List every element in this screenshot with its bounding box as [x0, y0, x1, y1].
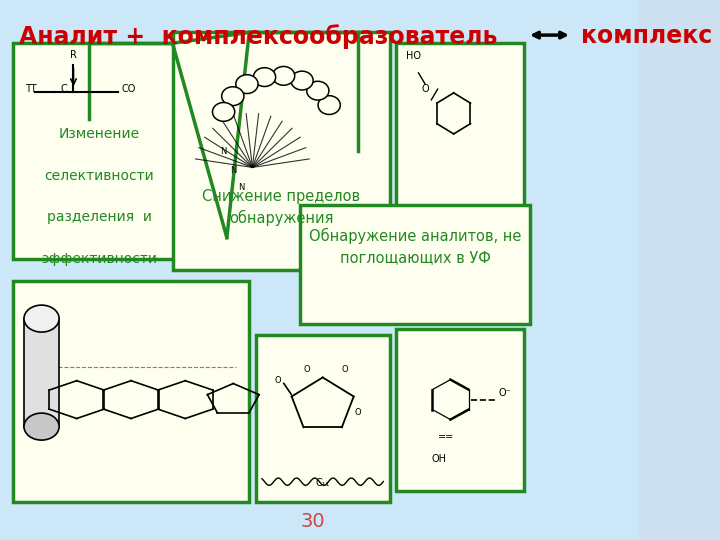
- Circle shape: [291, 71, 313, 90]
- Text: N: N: [238, 183, 244, 192]
- Text: Снижение пределов
обнаружения: Снижение пределов обнаружения: [202, 190, 360, 226]
- Circle shape: [253, 68, 276, 86]
- Text: эффективности: эффективности: [41, 252, 157, 266]
- Text: O: O: [304, 366, 310, 375]
- Text: CO: CO: [122, 84, 136, 94]
- FancyBboxPatch shape: [396, 329, 524, 491]
- Text: C: C: [60, 84, 67, 94]
- Text: OH: OH: [431, 454, 446, 464]
- Text: 30: 30: [301, 511, 325, 531]
- Text: HO: HO: [406, 51, 420, 62]
- Circle shape: [222, 87, 244, 105]
- Text: N: N: [230, 166, 236, 175]
- Text: Изменение: Изменение: [58, 127, 140, 141]
- Text: O⁻: O⁻: [498, 388, 511, 399]
- Ellipse shape: [24, 305, 59, 332]
- Circle shape: [236, 75, 258, 93]
- Text: разделения  и: разделения и: [47, 210, 151, 224]
- FancyBboxPatch shape: [396, 43, 524, 216]
- Text: O: O: [422, 84, 429, 94]
- Text: ==: ==: [438, 432, 454, 442]
- Circle shape: [272, 66, 294, 85]
- FancyBboxPatch shape: [256, 335, 390, 502]
- Text: комплекс: комплекс: [582, 24, 713, 48]
- Text: C₁₁: C₁₁: [315, 478, 330, 488]
- Text: Аналит +  комплексообразователь: Аналит + комплексообразователь: [19, 24, 498, 49]
- Bar: [24, 319, 59, 427]
- Text: Обнаружение аналитов, не
поглощающих в УФ: Обнаружение аналитов, не поглощающих в У…: [309, 228, 521, 265]
- Ellipse shape: [24, 413, 59, 440]
- FancyBboxPatch shape: [13, 43, 185, 259]
- Circle shape: [307, 82, 329, 100]
- Circle shape: [318, 96, 341, 114]
- Circle shape: [212, 103, 235, 122]
- Text: R: R: [70, 50, 77, 60]
- FancyBboxPatch shape: [300, 205, 531, 324]
- Text: селективности: селективности: [44, 168, 154, 183]
- Text: O: O: [274, 376, 281, 386]
- FancyBboxPatch shape: [173, 32, 390, 270]
- Text: O: O: [354, 408, 361, 417]
- Text: TT: TT: [25, 84, 37, 94]
- FancyBboxPatch shape: [13, 281, 249, 502]
- Text: N: N: [220, 147, 227, 156]
- Text: O: O: [341, 366, 348, 375]
